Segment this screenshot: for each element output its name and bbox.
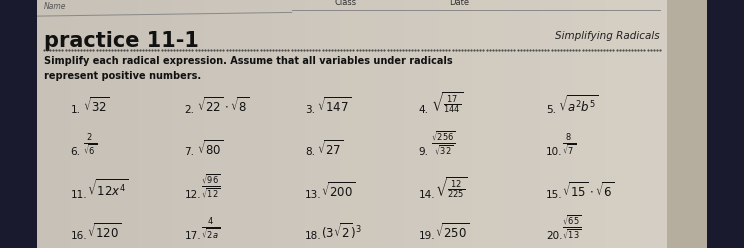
Text: $\sqrt{15}\cdot\sqrt{6}$: $\sqrt{15}\cdot\sqrt{6}$ <box>562 181 615 200</box>
Text: $\frac{8}{\sqrt{7}}$: $\frac{8}{\sqrt{7}}$ <box>562 133 577 157</box>
Text: $\sqrt{120}$: $\sqrt{120}$ <box>87 222 121 241</box>
Bar <box>37 0 71 248</box>
Text: 15.: 15. <box>546 190 562 200</box>
Text: $\sqrt{200}$: $\sqrt{200}$ <box>321 181 356 200</box>
Text: $\frac{4}{\sqrt{2a}}$: $\frac{4}{\sqrt{2a}}$ <box>201 216 219 241</box>
Text: 13.: 13. <box>305 190 321 200</box>
Text: $\sqrt{250}$: $\sqrt{250}$ <box>435 222 469 241</box>
Bar <box>238 0 272 248</box>
Bar <box>71 0 104 248</box>
Bar <box>439 0 472 248</box>
Text: 9.: 9. <box>419 148 429 157</box>
Text: $\sqrt{22}\cdot\sqrt{8}$: $\sqrt{22}\cdot\sqrt{8}$ <box>196 96 249 115</box>
Text: 6.: 6. <box>71 148 80 157</box>
Text: 20.: 20. <box>546 231 562 241</box>
Text: Simplify each radical expression. Assume that all variables under radicals: Simplify each radical expression. Assume… <box>44 56 452 66</box>
Bar <box>272 0 305 248</box>
Text: 10.: 10. <box>546 148 562 157</box>
Bar <box>472 0 506 248</box>
Text: 2.: 2. <box>185 105 194 115</box>
Bar <box>339 0 372 248</box>
Text: 7.: 7. <box>185 148 194 157</box>
Text: Class: Class <box>334 0 356 7</box>
Text: 17.: 17. <box>185 231 201 241</box>
Text: 18.: 18. <box>305 231 321 241</box>
Bar <box>372 0 405 248</box>
Text: $\frac{2}{\sqrt{6}}$: $\frac{2}{\sqrt{6}}$ <box>83 133 97 157</box>
Bar <box>606 0 640 248</box>
Text: 16.: 16. <box>71 231 87 241</box>
Bar <box>171 0 205 248</box>
Text: $(3\sqrt{2})^3$: $(3\sqrt{2})^3$ <box>321 221 362 241</box>
Bar <box>573 0 606 248</box>
Bar <box>305 0 339 248</box>
Bar <box>506 0 539 248</box>
Text: Name: Name <box>44 2 66 11</box>
Text: Date: Date <box>449 0 469 7</box>
Text: 3.: 3. <box>305 105 315 115</box>
Text: $\sqrt{147}$: $\sqrt{147}$ <box>317 96 351 115</box>
Text: $\frac{\sqrt{96}}{\sqrt{12}}$: $\frac{\sqrt{96}}{\sqrt{12}}$ <box>201 172 220 200</box>
Text: 8.: 8. <box>305 148 315 157</box>
Text: 1.: 1. <box>71 105 80 115</box>
Bar <box>405 0 439 248</box>
Bar <box>667 0 707 248</box>
Bar <box>673 0 707 248</box>
Text: $\sqrt{12x^4}$: $\sqrt{12x^4}$ <box>87 179 128 200</box>
Text: $\sqrt{27}$: $\sqrt{27}$ <box>317 139 344 157</box>
Bar <box>205 0 238 248</box>
Text: 5.: 5. <box>546 105 556 115</box>
Text: $\frac{\sqrt{65}}{\sqrt{13}}$: $\frac{\sqrt{65}}{\sqrt{13}}$ <box>562 213 582 241</box>
Text: $\sqrt{a^2b^5}$: $\sqrt{a^2b^5}$ <box>558 94 598 115</box>
Text: practice 11-1: practice 11-1 <box>44 31 199 51</box>
Bar <box>138 0 171 248</box>
Text: 4.: 4. <box>419 105 429 115</box>
Text: 12.: 12. <box>185 190 201 200</box>
Text: represent positive numbers.: represent positive numbers. <box>44 71 201 81</box>
Text: $\frac{\sqrt{256}}{\sqrt{32}}$: $\frac{\sqrt{256}}{\sqrt{32}}$ <box>431 130 455 157</box>
Text: $\sqrt{80}$: $\sqrt{80}$ <box>196 139 223 157</box>
Text: 11.: 11. <box>71 190 87 200</box>
Text: 19.: 19. <box>419 231 435 241</box>
Bar <box>104 0 138 248</box>
Text: $\sqrt{32}$: $\sqrt{32}$ <box>83 96 109 115</box>
Text: 14.: 14. <box>419 190 435 200</box>
Text: Simplifying Radicals: Simplifying Radicals <box>555 31 660 41</box>
Text: $\sqrt{\frac{12}{225}}$: $\sqrt{\frac{12}{225}}$ <box>435 175 468 200</box>
Bar <box>539 0 573 248</box>
Bar <box>640 0 673 248</box>
Text: $\sqrt{\frac{17}{144}}$: $\sqrt{\frac{17}{144}}$ <box>431 91 464 115</box>
